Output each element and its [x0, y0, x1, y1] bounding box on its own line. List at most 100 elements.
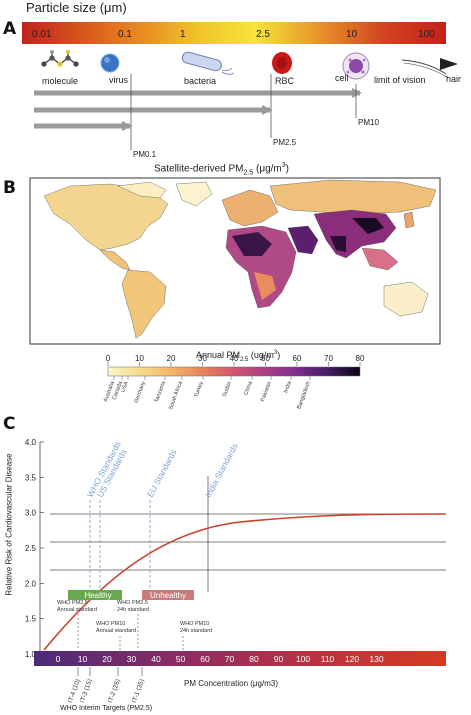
label-rbc: RBC — [275, 76, 295, 86]
y-tick-2.0: 2.0 — [25, 579, 37, 588]
middle-east-region — [287, 225, 319, 255]
x-tick-60: 60 — [200, 654, 210, 664]
x-tick-120: 120 — [345, 654, 359, 664]
unhealthy-bar — [142, 590, 194, 600]
x-tick-40: 40 — [151, 654, 161, 664]
country-label-turkey: Turkey — [194, 380, 205, 398]
x-tick-110: 110 — [321, 654, 335, 664]
scale-tick-5: 100 — [418, 29, 435, 40]
legend-tick-10: 10 — [135, 354, 144, 363]
healthy-label: Healthy — [84, 591, 112, 600]
label-pm10: PM10 — [358, 118, 379, 127]
country-label-tanzania: Tanzania — [154, 380, 167, 404]
label-limit-of-vision: limit of vision — [374, 75, 426, 85]
label-hair: hair — [446, 74, 462, 84]
y-axis-label: Relative Risk of Cardiovascular Disease — [4, 453, 14, 596]
pm25-legend-bar — [107, 366, 361, 377]
red-blood-cell-icon — [272, 52, 292, 74]
particle-size-title: Particle size (μm) — [26, 0, 127, 15]
bacteria-icon — [181, 51, 235, 75]
interim-targets-title: WHO Interim Targets (PM2.5) — [60, 705, 153, 712]
country-label-india: India — [283, 380, 293, 394]
x-tick-100: 100 — [296, 654, 310, 664]
healthy-bar — [68, 590, 122, 600]
label-pm01: PM0.1 — [133, 150, 157, 159]
risk-curve — [43, 513, 447, 651]
molecule-icon — [41, 50, 79, 67]
who-note-2-line1: WHO PM10 — [96, 621, 125, 627]
south-america-region — [121, 269, 167, 339]
x-tick-20: 20 — [102, 654, 112, 664]
x-tick-50: 50 — [176, 654, 186, 664]
limit-of-vision-icon — [401, 59, 449, 79]
pm25-legend-ticks: 0 10 20 30 40 50 60 70 80 — [106, 354, 365, 366]
country-label-south-africa: South Africa — [168, 380, 184, 411]
y-tick-4.0: 4.0 — [25, 438, 37, 447]
x-axis-bar — [34, 651, 446, 666]
label-bacteria: bacteria — [184, 76, 217, 86]
legend-tick-40: 40 — [230, 354, 239, 363]
x-tick-70: 70 — [225, 654, 235, 664]
label-pm25: PM2.5 — [273, 138, 297, 147]
legend-tick-60: 60 — [293, 354, 302, 363]
who-note-0-line1: WHO PM2.5 — [57, 600, 88, 606]
interim-target-lines: IT-4 (10)IT-3 (15) IT-2 (25) IT-1 (35) — [67, 667, 146, 704]
standard-label-2: EU Standards — [145, 448, 179, 499]
scale-tick-1: 0.1 — [118, 29, 132, 40]
x-tick-0: 0 — [56, 654, 61, 664]
panel-c-letter: C — [3, 414, 16, 434]
who-note-3-line2: 24h standard — [180, 628, 212, 634]
country-label-bangladesh: Bangladesh — [296, 381, 312, 410]
satellite-pm-title: Satellite-derived PM2.5 (μg/m3) — [154, 162, 290, 177]
x-axis-label: PM Concentration (μg/m3) — [184, 679, 278, 688]
legend-tick-0: 0 — [106, 354, 111, 363]
legend-tick-30: 30 — [198, 354, 207, 363]
label-virus: virus — [109, 75, 129, 85]
x-ticks: 0 10 20 30 40 50 60 70 80 90 100 110 120 130 — [56, 654, 384, 664]
interim-target-2: IT-2 (25) — [107, 678, 122, 703]
y-tick-3.0: 3.0 — [25, 509, 37, 518]
cell-icon — [342, 52, 370, 80]
scale-tick-0: 0.01 — [32, 29, 52, 40]
hair-icon — [440, 58, 458, 70]
label-molecule: molecule — [42, 76, 79, 86]
x-tick-90: 90 — [274, 654, 284, 664]
x-tick-130: 130 — [369, 654, 383, 664]
label-cell: cell — [335, 73, 349, 83]
country-label-pakistan: Pakistan — [260, 381, 273, 403]
y-tick-3.5: 3.5 — [25, 473, 37, 482]
scale-ticks: 0.01 0.1 1 2.5 10 100 — [32, 29, 435, 40]
y-ticks: 1.0 1.5 2.0 2.5 3.0 3.5 4.0 — [25, 438, 44, 659]
scale-tick-4: 10 — [346, 29, 358, 40]
x-tick-10: 10 — [78, 654, 88, 664]
legend-tick-80: 80 — [356, 354, 365, 363]
particle-size-scale-bar — [22, 22, 446, 44]
who-note-1-line2: 24h standard — [117, 607, 149, 613]
pm25-legend-title: Annual PM2.5 (ug/m3) — [196, 350, 281, 363]
country-label-germany: Germany — [134, 380, 147, 404]
scale-tick-2: 1 — [180, 29, 186, 40]
panel-a-letter: A — [3, 19, 17, 39]
y-tick-2.5: 2.5 — [25, 544, 37, 553]
scale-tick-3: 2.5 — [256, 29, 270, 40]
unhealthy-label: Unhealthy — [149, 591, 187, 600]
who-note-3-line1: WHO PM10 — [180, 621, 209, 627]
virus-icon — [100, 53, 120, 73]
world-map — [43, 179, 437, 339]
size-arrows — [34, 74, 362, 150]
x-tick-80: 80 — [249, 654, 259, 664]
europe-region — [221, 189, 279, 227]
legend-tick-70: 70 — [324, 354, 333, 363]
legend-tick-20: 20 — [167, 354, 176, 363]
panel-b-letter: B — [3, 178, 16, 198]
who-note-2-line2: Annual standard — [96, 628, 136, 634]
who-note-0-line2: Annual standard — [57, 607, 97, 613]
who-note-1-line1: WHO PM2.5 — [117, 600, 148, 606]
legend-tick-50: 50 — [261, 354, 270, 363]
north-asia-region — [269, 179, 437, 215]
